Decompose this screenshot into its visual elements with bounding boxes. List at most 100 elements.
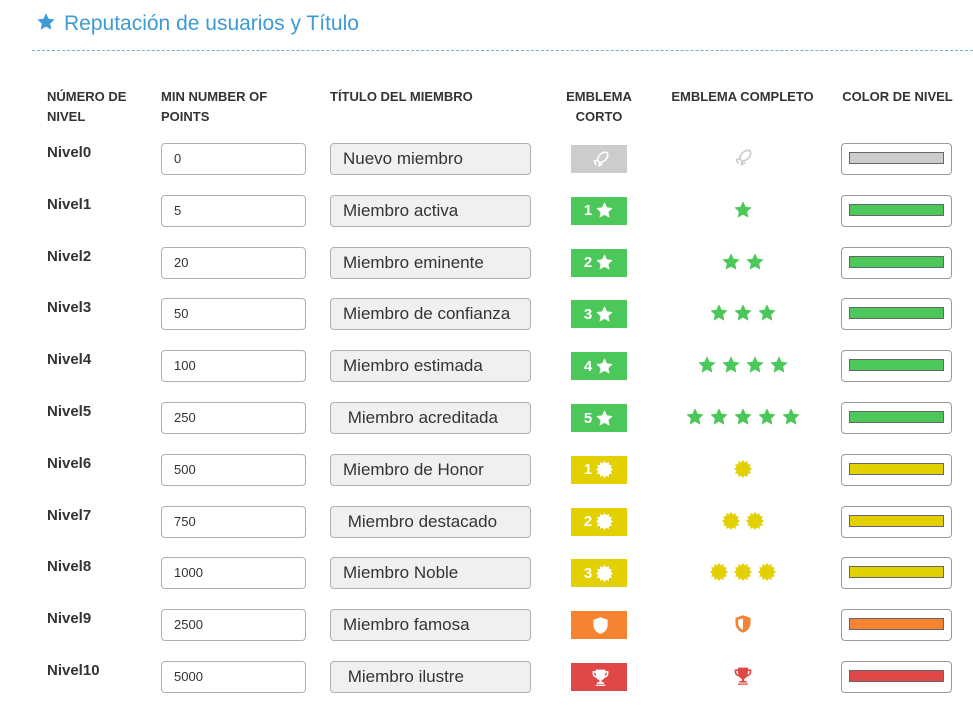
- col-header-full-emblem: EMBLEMA COMPLETO: [671, 89, 814, 104]
- level-color-picker[interactable]: [841, 453, 952, 486]
- level-name: Nivel7: [47, 506, 92, 524]
- min-points-input[interactable]: [161, 194, 306, 227]
- level-color-swatch: [849, 618, 944, 631]
- level-name: Nivel6: [47, 454, 92, 472]
- member-title-input[interactable]: [330, 246, 531, 279]
- level-name: Nivel5: [47, 403, 92, 420]
- member-title-input[interactable]: [330, 609, 531, 642]
- level-color-swatch: [849, 670, 944, 682]
- level-color-swatch: [849, 566, 944, 579]
- star-icon: [733, 303, 753, 323]
- table-row: Nivel8 3: [0, 554, 973, 594]
- col-header-title: TÍTULO DEL MIEMBRO: [330, 89, 473, 104]
- min-points-input[interactable]: [161, 661, 306, 693]
- member-title-input[interactable]: [330, 557, 531, 590]
- short-emblem-badge: 1: [571, 455, 627, 484]
- level-color-picker[interactable]: [841, 298, 952, 331]
- badge-icon: [733, 459, 753, 479]
- member-title-input[interactable]: [330, 350, 531, 383]
- level-color-swatch: [849, 359, 944, 372]
- col-header-level-color: COLOR DE NIVEL: [842, 89, 953, 104]
- short-emblem-number: 3: [583, 564, 593, 582]
- level-name: Nivel3: [47, 299, 92, 317]
- short-emblem-number: 2: [583, 254, 593, 272]
- short-emblem-badge: 5: [571, 404, 627, 432]
- star-icon: [757, 407, 777, 427]
- short-emblem-badge: 3: [571, 300, 627, 329]
- table-row: Nivel6 1: [0, 451, 973, 491]
- member-title-input[interactable]: [330, 453, 531, 486]
- level-name: Nivel0: [47, 144, 92, 161]
- short-emblem-badge: 4: [571, 352, 627, 381]
- level-color-picker[interactable]: [841, 402, 952, 434]
- level-color-picker[interactable]: [841, 143, 952, 175]
- level-color-picker[interactable]: [841, 557, 952, 590]
- table-row: Nivel10: [0, 658, 973, 698]
- level-name: Nivel10: [47, 662, 100, 679]
- badge-icon: [721, 511, 741, 531]
- badge-icon: [595, 564, 614, 583]
- min-points-input[interactable]: [161, 557, 306, 590]
- full-emblem: [660, 454, 825, 484]
- table-row: Nivel0: [0, 140, 973, 180]
- min-points-input[interactable]: [161, 350, 306, 383]
- level-color-swatch: [849, 203, 944, 216]
- badge-icon: [709, 562, 729, 582]
- min-points-input[interactable]: [161, 143, 306, 175]
- member-title-input[interactable]: [330, 505, 531, 538]
- member-title-input[interactable]: [330, 194, 531, 227]
- short-emblem-badge: 2: [571, 507, 627, 536]
- min-points-input[interactable]: [161, 453, 306, 486]
- member-title-input[interactable]: [330, 402, 531, 434]
- level-color-picker[interactable]: [841, 194, 952, 227]
- trophy-icon: [733, 666, 753, 686]
- member-title-input[interactable]: [330, 661, 531, 693]
- full-emblem: [660, 195, 825, 225]
- table-row: Nivel3 3: [0, 295, 973, 335]
- badge-icon: [595, 512, 614, 531]
- level-color-picker[interactable]: [841, 505, 952, 538]
- star-icon: [757, 303, 777, 323]
- star-icon: [733, 407, 753, 427]
- short-emblem-number: 5: [583, 409, 593, 427]
- short-emblem-badge: [571, 663, 627, 691]
- min-points-input[interactable]: [161, 298, 306, 331]
- star-icon: [709, 407, 729, 427]
- level-color-picker[interactable]: [841, 246, 952, 279]
- min-points-input[interactable]: [161, 609, 306, 642]
- min-points-input[interactable]: [161, 246, 306, 279]
- short-emblem-number: 3: [583, 305, 593, 323]
- col-header-short-emblem: EMBLEMA CORTO: [566, 89, 632, 124]
- full-emblem: [660, 661, 825, 691]
- level-color-swatch: [849, 255, 944, 268]
- full-emblem: [660, 506, 825, 536]
- table-row: Nivel9: [0, 606, 973, 646]
- header-divider: [32, 50, 973, 51]
- member-title-input[interactable]: [330, 298, 531, 331]
- star-icon: [769, 355, 789, 375]
- star-icon: [595, 357, 614, 376]
- full-emblem: [660, 402, 825, 432]
- short-emblem-number: 1: [583, 461, 593, 479]
- star-icon: [697, 355, 717, 375]
- table-row: Nivel4 4: [0, 347, 973, 387]
- level-color-picker[interactable]: [841, 350, 952, 383]
- star-icon: [721, 252, 741, 272]
- level-name: Nivel2: [47, 247, 92, 265]
- level-name: Nivel4: [47, 351, 92, 369]
- min-points-input[interactable]: [161, 402, 306, 434]
- page-header: Reputación de usuarios y Título: [36, 10, 359, 38]
- full-emblem: [660, 247, 825, 277]
- min-points-input[interactable]: [161, 505, 306, 538]
- level-color-picker[interactable]: [841, 661, 952, 693]
- full-emblem: [660, 298, 825, 328]
- level-name: Nivel9: [47, 610, 92, 628]
- star-icon: [721, 355, 741, 375]
- member-title-input[interactable]: [330, 143, 531, 175]
- level-color-picker[interactable]: [841, 609, 952, 642]
- level-color-swatch: [849, 514, 944, 527]
- short-emblem-badge: 3: [571, 559, 627, 588]
- short-emblem-badge: 2: [571, 248, 627, 277]
- star-icon: [595, 409, 614, 428]
- badge-icon: [757, 562, 777, 582]
